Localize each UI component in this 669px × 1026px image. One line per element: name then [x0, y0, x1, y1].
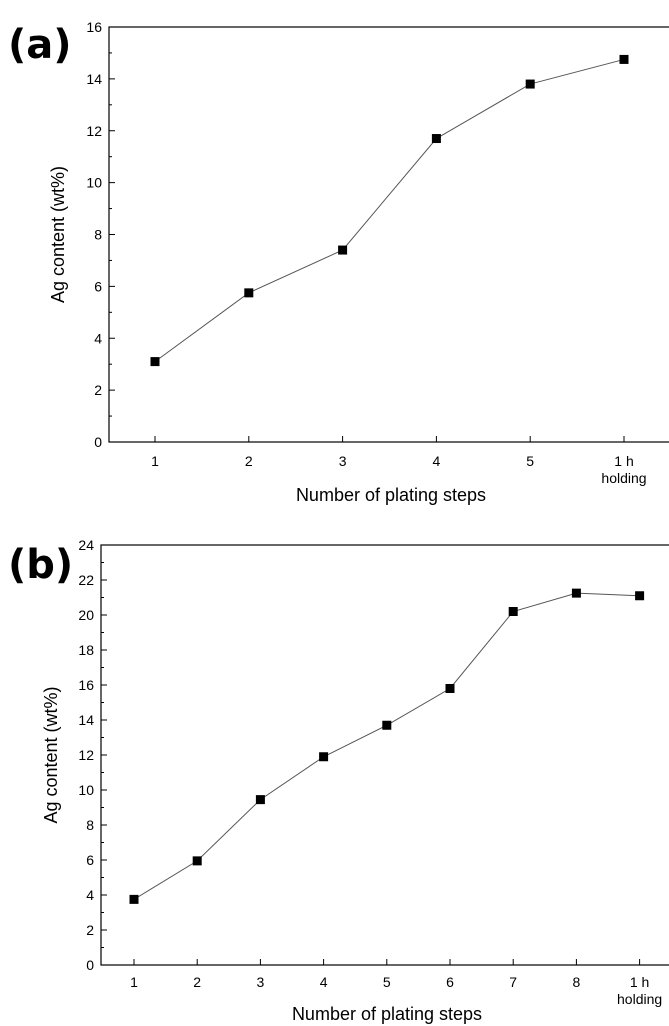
data-point: [508, 607, 518, 616]
data-point: [338, 245, 348, 255]
y-tick-label: 6: [94, 278, 102, 294]
y-tick-label: 14: [78, 712, 94, 728]
y-tick-label: 22: [78, 572, 94, 588]
x-tick-label: 5: [383, 974, 391, 990]
data-point: [255, 795, 265, 805]
x-tick-label: 3: [339, 453, 347, 469]
x-tick-label: 1: [130, 974, 138, 990]
y-tick-label: 16: [86, 19, 102, 35]
data-point: [319, 752, 329, 762]
y-tick-label: 2: [94, 382, 102, 398]
y-tick-label: 2: [86, 922, 94, 938]
x-tick-label: 2: [193, 974, 201, 990]
x-tick-label: 6: [446, 974, 454, 990]
y-axis-title: Ag content (wt%): [48, 166, 68, 303]
y-tick-label: 14: [86, 71, 102, 87]
y-tick-label: 16: [78, 677, 94, 693]
y-tick-label: 18: [78, 642, 94, 658]
y-tick-label: 0: [94, 434, 102, 450]
y-tick-label: 24: [78, 537, 94, 553]
x-tick-label: 1 h holding: [617, 974, 662, 1007]
y-axis-title: Ag content (wt%): [41, 686, 61, 823]
y-tick-label: 8: [86, 817, 94, 833]
y-tick-label: 6: [86, 852, 94, 868]
x-axis-title: Number of plating steps: [296, 485, 486, 505]
series-line: [154, 58, 625, 362]
y-tick-label: 20: [78, 607, 94, 623]
x-tick-label: 4: [433, 453, 441, 469]
y-tick-label: 12: [86, 123, 102, 139]
plot-frame: [100, 544, 669, 966]
data-point: [244, 288, 254, 298]
y-tick-label: 4: [94, 330, 102, 346]
data-point: [382, 720, 392, 730]
series-line: [133, 592, 640, 900]
y-tick-label: 0: [86, 957, 94, 973]
panel-label: (b): [8, 542, 73, 588]
y-tick-label: 10: [86, 175, 102, 191]
x-tick-label: 8: [573, 974, 581, 990]
plot-frame: [108, 26, 669, 443]
data-point: [635, 591, 645, 601]
y-tick-label: 10: [78, 782, 94, 798]
data-point: [619, 54, 629, 64]
x-tick-label: 3: [257, 974, 265, 990]
data-point: [445, 684, 455, 693]
data-point: [192, 856, 202, 866]
y-tick-label: 8: [94, 227, 102, 243]
x-axis-title: Number of plating steps: [292, 1004, 482, 1024]
y-tick-label: 12: [78, 747, 94, 763]
panel-label: (a): [8, 22, 72, 68]
data-point: [525, 79, 535, 89]
x-tick-label: 2: [245, 453, 253, 469]
data-point: [571, 588, 581, 598]
y-tick-label: 4: [86, 887, 94, 903]
data-point: [431, 134, 441, 144]
x-tick-label: 1: [151, 453, 159, 469]
data-point: [129, 894, 139, 904]
x-tick-label: 1 h holding: [601, 453, 646, 486]
x-tick-label: 5: [526, 453, 534, 469]
data-point: [150, 357, 160, 367]
x-tick-label: 7: [509, 974, 517, 990]
x-tick-label: 4: [320, 974, 328, 990]
